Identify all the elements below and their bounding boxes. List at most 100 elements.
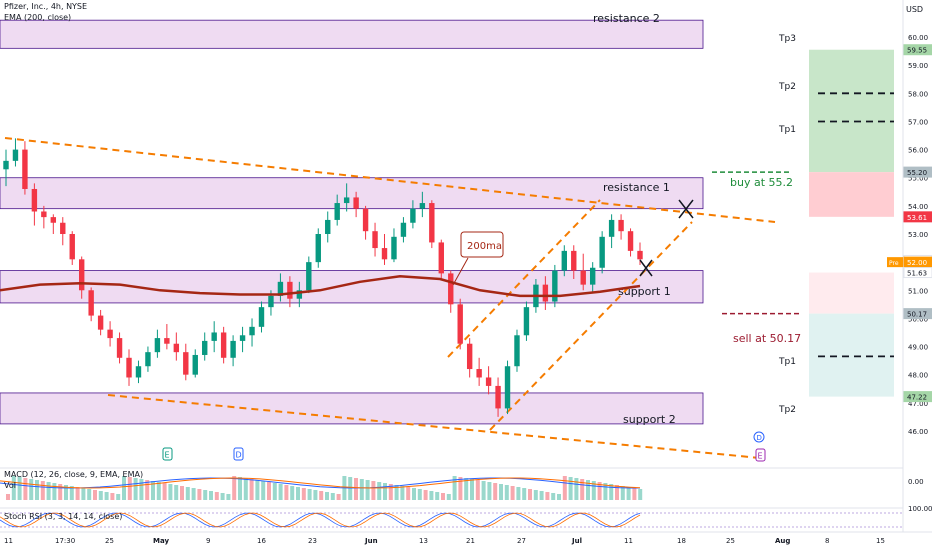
volume-bar	[400, 486, 405, 500]
candle-body	[504, 366, 511, 409]
volume-bar	[249, 479, 254, 500]
volume-bar	[290, 486, 295, 500]
candle-body	[69, 234, 75, 260]
volume-bar	[156, 482, 161, 500]
volume-bar	[58, 484, 63, 500]
stoch-k-line	[0, 512, 641, 528]
volume-bar	[301, 488, 306, 500]
candle-body	[400, 222, 407, 237]
tp1-bottom-label: Tp1	[778, 357, 796, 367]
candle-body	[296, 290, 303, 299]
zone-resistance-1	[0, 177, 704, 210]
candle-body	[429, 203, 435, 243]
price-label-text: 50.17	[907, 311, 927, 319]
candle-body	[287, 281, 293, 299]
volume-bar	[23, 478, 28, 500]
candle-body	[353, 197, 359, 209]
volume-bar	[615, 485, 619, 500]
volume-bar	[510, 486, 515, 500]
dividend-badge-future[interactable]	[753, 431, 765, 443]
candle-body	[410, 208, 416, 223]
volume-bar	[278, 484, 283, 500]
volume-bar	[197, 489, 202, 500]
volume-bar	[406, 487, 411, 500]
candle-body	[126, 357, 132, 378]
volume-bar	[17, 477, 22, 500]
volume-bar	[580, 479, 585, 500]
x-tick-label: 17:30	[55, 537, 75, 545]
x-tick-label: 25	[105, 537, 114, 545]
ema-legend: EMA (200, close)	[4, 13, 72, 22]
volume-bar	[452, 476, 457, 500]
volume-bar	[226, 494, 231, 500]
volume-bar	[475, 480, 480, 500]
channel-lower-line	[489, 221, 693, 431]
candle-body	[552, 270, 558, 302]
x-tick-label: 25	[726, 537, 735, 545]
volume-bar	[429, 491, 434, 500]
candle-body	[495, 385, 501, 409]
volume-bar	[365, 480, 370, 500]
macd-legend: MACD (12, 26, close, 9, EMA, EMA)	[4, 470, 144, 479]
price-label-text: 52.00	[907, 259, 927, 267]
volume-bar	[6, 494, 10, 500]
zone-resistance-2	[0, 19, 704, 49]
ma-callout-label: 200ma	[467, 241, 502, 252]
candle-body	[239, 335, 246, 341]
price-label-text: 53.61	[907, 214, 927, 222]
volume-bar	[574, 478, 579, 500]
volume-bar	[93, 490, 97, 500]
candle-body	[343, 197, 350, 204]
resistance-2-label: resistance 2	[593, 12, 660, 25]
volume-bar	[104, 492, 109, 500]
volume-bar	[557, 494, 561, 500]
cross-mark	[678, 199, 694, 219]
price-label-text: 47.22	[907, 394, 927, 402]
volume-bar	[35, 480, 39, 500]
candle-body	[448, 273, 454, 305]
volume-bar	[528, 489, 532, 500]
volume-bar	[191, 488, 196, 500]
volume-bar	[348, 477, 353, 500]
short-stop-zone	[809, 272, 894, 314]
y-tick-label: 60.00	[908, 34, 928, 42]
volume-bar	[313, 490, 318, 500]
tp3-top-label: Tp3	[778, 34, 796, 44]
y-tick-label: 59.00	[908, 62, 928, 70]
descending-resistance-trendline	[4, 137, 776, 223]
symbol-legend: Pfizer, Inc., 4h, NYSE	[4, 2, 88, 11]
earnings-badge[interactable]	[162, 447, 173, 461]
currency-label: USD	[906, 5, 924, 14]
dividend-badge[interactable]	[233, 447, 244, 461]
price-label-tag	[903, 44, 932, 56]
volume-bar	[180, 486, 184, 500]
volume-bar	[243, 478, 248, 500]
volume-bar	[412, 488, 416, 500]
volume-bar	[81, 488, 86, 500]
volume-bar	[307, 489, 312, 500]
candle-body	[41, 211, 47, 218]
volume-bar	[127, 477, 132, 500]
candle-body	[580, 270, 586, 285]
volume-bar	[214, 492, 219, 500]
candle-body	[466, 343, 473, 370]
tp2-top-label: Tp2	[778, 82, 796, 92]
tp1-top-label: Tp1	[778, 125, 796, 135]
candle-body	[372, 231, 378, 249]
volume-bar	[568, 477, 573, 500]
volume-bar	[464, 478, 469, 500]
y-tick-label: 53.00	[908, 231, 928, 239]
volume-bar	[539, 491, 544, 500]
earnings-badge-future[interactable]	[755, 448, 766, 462]
candle-body	[60, 222, 66, 234]
price-label-tag	[903, 267, 932, 279]
volume-bar	[417, 489, 422, 500]
volume-bar	[626, 487, 631, 500]
ma-callout-pointer	[452, 257, 469, 286]
volume-bar	[203, 490, 208, 500]
candle-body	[381, 248, 388, 260]
candle-body	[249, 326, 255, 336]
x-tick-label: 23	[308, 537, 317, 545]
